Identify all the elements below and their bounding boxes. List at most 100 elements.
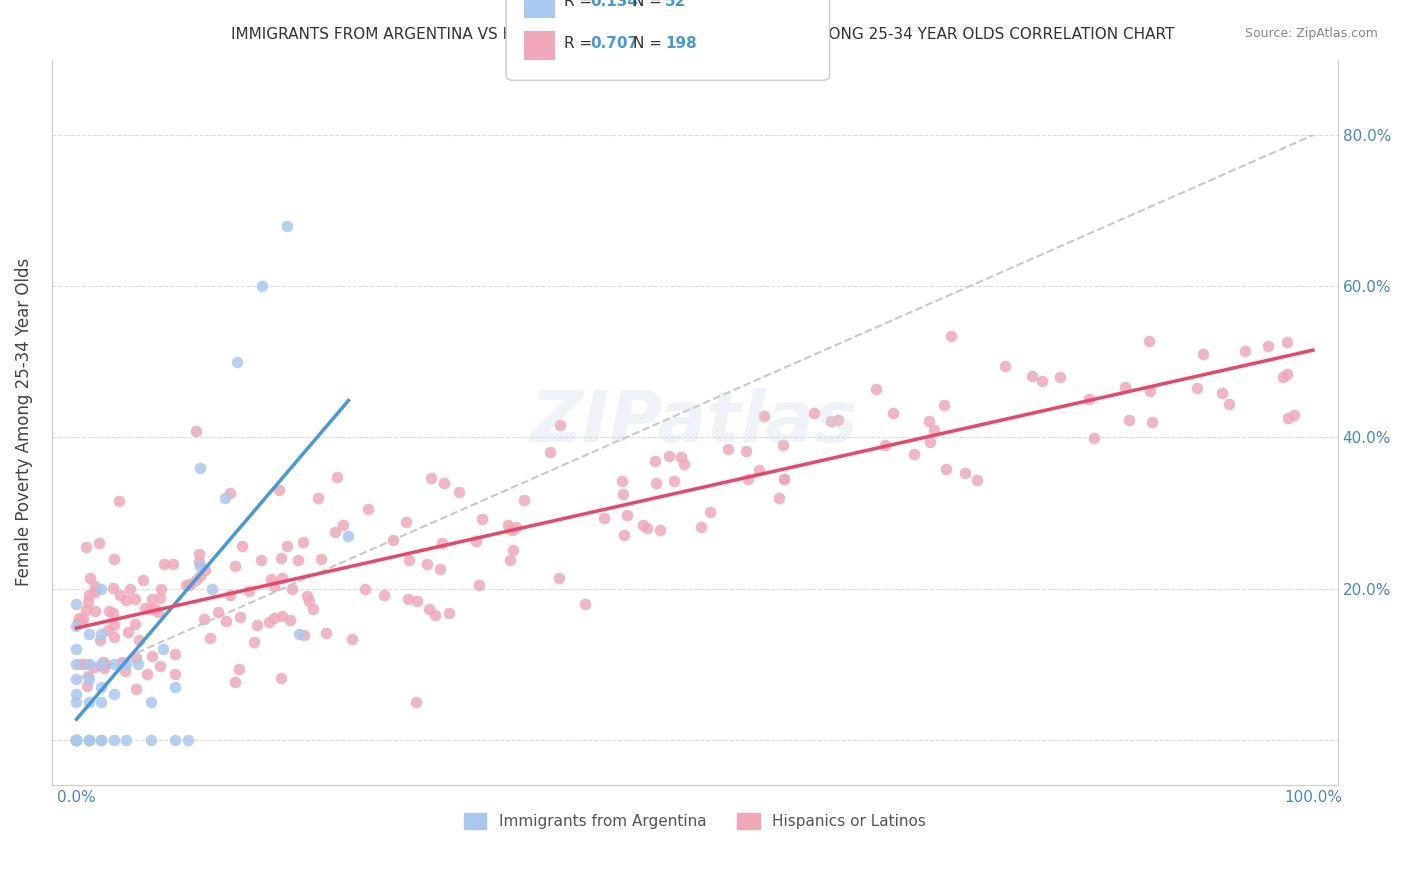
Point	[89, 632, 111, 647]
Point	[499, 553, 522, 567]
Point	[993, 359, 1015, 373]
Point	[658, 449, 681, 463]
Point	[276, 540, 298, 554]
Point	[65, 732, 87, 747]
Point	[699, 505, 721, 519]
Point	[270, 671, 292, 685]
Point	[471, 512, 494, 526]
Point	[301, 601, 323, 615]
Legend: Immigrants from Argentina, Hispanics or Latinos: Immigrants from Argentina, Hispanics or …	[457, 807, 932, 836]
Point	[337, 529, 360, 543]
Point	[66, 615, 89, 630]
Point	[89, 535, 111, 549]
Point	[103, 630, 125, 644]
Point	[373, 588, 395, 602]
Point	[97, 623, 120, 637]
Text: 52: 52	[665, 0, 686, 9]
Point	[505, 519, 527, 533]
Point	[737, 472, 759, 486]
Point	[93, 657, 115, 672]
Point	[1185, 381, 1208, 395]
Point	[353, 582, 375, 596]
Point	[270, 571, 292, 585]
Point	[768, 491, 790, 505]
Point	[882, 406, 904, 420]
Point	[430, 536, 453, 550]
Point	[820, 414, 842, 428]
Point	[270, 550, 292, 565]
Point	[207, 605, 229, 619]
Point	[127, 657, 149, 672]
Point	[1140, 415, 1163, 429]
Point	[772, 438, 794, 452]
Point	[193, 611, 215, 625]
Point	[772, 472, 794, 486]
Point	[77, 732, 100, 747]
Point	[165, 647, 187, 661]
Point	[342, 632, 364, 646]
Point	[496, 517, 519, 532]
Point	[1114, 380, 1136, 394]
Point	[429, 562, 451, 576]
Point	[1234, 344, 1257, 359]
Point	[77, 732, 100, 747]
Point	[128, 632, 150, 647]
Point	[148, 605, 170, 619]
Point	[332, 518, 354, 533]
Point	[243, 634, 266, 648]
Point	[107, 493, 129, 508]
Point	[395, 515, 418, 529]
Text: 198: 198	[665, 37, 697, 51]
Point	[689, 519, 711, 533]
Point	[149, 591, 172, 606]
Point	[69, 657, 91, 671]
Point	[752, 409, 775, 424]
Point	[132, 573, 155, 587]
Point	[398, 552, 420, 566]
Point	[228, 610, 250, 624]
Point	[76, 679, 98, 693]
Point	[174, 578, 197, 592]
Point	[188, 460, 211, 475]
Point	[194, 563, 217, 577]
Point	[72, 612, 94, 626]
Point	[1021, 369, 1043, 384]
Point	[827, 413, 849, 427]
Point	[184, 574, 207, 588]
Point	[288, 627, 311, 641]
Point	[75, 540, 97, 554]
Point	[1118, 413, 1140, 427]
Point	[124, 591, 146, 606]
Point	[593, 511, 616, 525]
Point	[325, 525, 347, 540]
Point	[77, 627, 100, 641]
Point	[224, 674, 246, 689]
Point	[538, 445, 561, 459]
Point	[103, 581, 125, 595]
Text: IMMIGRANTS FROM ARGENTINA VS HISPANIC OR LATINO FEMALE POVERTY AMONG 25-34 YEAR : IMMIGRANTS FROM ARGENTINA VS HISPANIC OR…	[232, 27, 1174, 42]
Point	[188, 558, 211, 573]
Point	[406, 594, 429, 608]
Point	[631, 517, 654, 532]
Point	[65, 732, 87, 747]
Point	[612, 528, 634, 542]
Y-axis label: Female Poverty Among 25-34 Year Olds: Female Poverty Among 25-34 Year Olds	[15, 258, 32, 586]
Point	[281, 582, 304, 596]
Point	[65, 732, 87, 747]
Point	[103, 552, 125, 566]
Point	[69, 615, 91, 630]
Text: R =: R =	[564, 37, 598, 51]
Point	[118, 582, 141, 596]
Point	[437, 606, 460, 620]
Point	[307, 491, 329, 505]
Point	[903, 446, 925, 460]
Point	[91, 655, 114, 669]
Text: N =: N =	[633, 0, 666, 9]
Point	[219, 486, 242, 500]
Point	[574, 598, 596, 612]
Point	[90, 732, 112, 747]
Point	[90, 582, 112, 596]
Point	[245, 617, 267, 632]
Text: 0.707: 0.707	[591, 37, 638, 51]
Point	[966, 473, 988, 487]
